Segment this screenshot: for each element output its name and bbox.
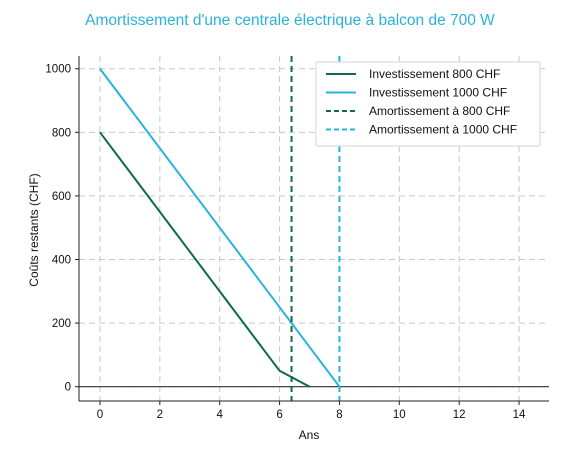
x-tick-label: 10	[393, 409, 406, 421]
x-tick-label: 2	[157, 409, 163, 421]
x-axis-label: Ans	[298, 428, 320, 442]
legend: Investissement 800 CHF Investissement 100…	[315, 61, 541, 147]
legend-entry-4: Amortissement à 1000 CHF	[369, 123, 517, 137]
series-line-1	[99, 131, 310, 388]
legend-entry-3: Amortissement à 800 CHF	[369, 104, 510, 118]
x-tick-label: 0	[97, 409, 103, 421]
y-tick-label: 1000	[45, 64, 71, 76]
series-line-2	[99, 68, 341, 388]
data-layer	[79, 56, 549, 401]
y-tick-label: 400	[52, 255, 71, 267]
x-tick-label: 4	[216, 409, 223, 421]
y-tick-label: 200	[52, 318, 71, 330]
x-tick-label: 6	[276, 409, 282, 421]
y-tick-label: 600	[52, 191, 71, 203]
x-tick-label: 8	[336, 409, 342, 421]
y-tick-label: 0	[65, 382, 71, 394]
legend-entry-2: Investissement 1000 CHF	[369, 86, 507, 100]
x-tick-label: 12	[453, 409, 466, 421]
legend-box	[315, 61, 541, 147]
legend-entry-1: Investissement 800 CHF	[369, 67, 500, 81]
x-tick-label: 14	[513, 409, 526, 421]
y-tick-label: 800	[52, 127, 71, 139]
axes: 0 2 4 6 8 10 12 14 0 200 400 600 800 1000	[45, 56, 549, 421]
chart-title: Amortissement d'une centrale électrique …	[85, 12, 495, 29]
